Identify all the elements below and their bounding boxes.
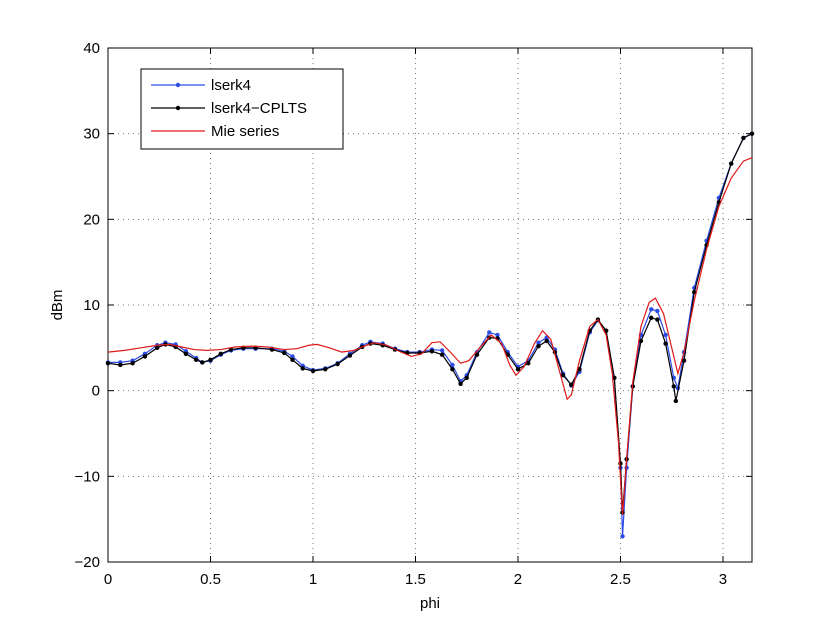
data-point bbox=[741, 135, 746, 141]
x-tick-label: 0 bbox=[104, 571, 112, 588]
data-point bbox=[200, 360, 205, 365]
data-point bbox=[671, 384, 676, 389]
data-point bbox=[282, 350, 287, 356]
data-point bbox=[663, 341, 668, 346]
x-tick-label: 2.5 bbox=[610, 571, 631, 588]
data-point bbox=[649, 307, 654, 312]
data-point bbox=[655, 317, 660, 322]
y-tick-label: −20 bbox=[75, 554, 100, 571]
data-point bbox=[515, 367, 521, 372]
x-tick-label: 0.5 bbox=[200, 571, 221, 588]
y-tick-label: 10 bbox=[83, 297, 100, 314]
legend-marker bbox=[175, 82, 181, 88]
data-point bbox=[183, 351, 189, 357]
axis-ticks: 0 0.5 1 1.5 2 2.5 3 −20 −10 0 10 20 30 40 bbox=[75, 40, 752, 588]
y-tick-label: 20 bbox=[83, 211, 100, 228]
data-point bbox=[300, 366, 305, 371]
data-point bbox=[569, 382, 574, 387]
series-line bbox=[107, 133, 753, 513]
data-point bbox=[536, 340, 541, 345]
series-lserk4 bbox=[105, 131, 755, 539]
data-point bbox=[450, 362, 455, 368]
data-point bbox=[577, 367, 582, 372]
data-point bbox=[142, 354, 148, 359]
data-point bbox=[536, 343, 541, 349]
y-tick-label: −10 bbox=[75, 468, 100, 485]
data-point bbox=[526, 361, 531, 366]
x-axis-label: phi bbox=[420, 595, 440, 612]
data-point bbox=[458, 381, 463, 387]
legend-label: Mie series bbox=[211, 123, 279, 140]
data-point bbox=[655, 308, 660, 314]
y-tick-label: 40 bbox=[83, 40, 100, 57]
data-point bbox=[638, 338, 644, 344]
series-line bbox=[107, 157, 753, 515]
series-line bbox=[108, 133, 753, 537]
data-point bbox=[218, 351, 223, 357]
series-mie-series bbox=[107, 157, 753, 515]
y-tick-label: 30 bbox=[83, 126, 100, 143]
data-point bbox=[310, 368, 316, 374]
data-point bbox=[269, 347, 275, 352]
legend-label: lserk4 bbox=[211, 77, 251, 94]
legend-box bbox=[140, 68, 344, 150]
data-point bbox=[290, 357, 295, 363]
data-point bbox=[495, 332, 500, 338]
data-point bbox=[620, 534, 625, 539]
data-point bbox=[692, 289, 697, 295]
y-axis-label: dBm bbox=[49, 290, 66, 321]
data-point bbox=[439, 348, 445, 353]
data-point bbox=[155, 345, 160, 351]
data-point bbox=[130, 361, 135, 366]
legend-marker bbox=[175, 105, 181, 111]
data-point bbox=[439, 352, 445, 357]
x-tick-label: 1 bbox=[309, 571, 317, 588]
data-point bbox=[208, 357, 213, 363]
data-point bbox=[193, 357, 199, 363]
legend: lserk4 lserk4−CPLTS Mie series bbox=[140, 68, 344, 150]
data-point bbox=[474, 352, 480, 357]
data-point bbox=[749, 131, 755, 136]
data-point bbox=[335, 361, 340, 367]
data-point bbox=[290, 354, 295, 359]
legend-label: lserk4−CPLTS bbox=[211, 100, 307, 117]
data-point bbox=[649, 315, 654, 321]
y-tick-label: 0 bbox=[92, 383, 100, 400]
data-point bbox=[663, 332, 668, 338]
series-lines bbox=[105, 131, 755, 539]
data-point bbox=[681, 358, 687, 363]
series-lserk4-cplts bbox=[105, 131, 755, 515]
data-point bbox=[429, 349, 435, 354]
data-point bbox=[673, 398, 679, 404]
data-point bbox=[560, 373, 566, 378]
data-point bbox=[618, 461, 623, 466]
data-point bbox=[544, 338, 549, 344]
data-point bbox=[105, 361, 111, 366]
x-tick-label: 2 bbox=[514, 571, 522, 588]
data-point bbox=[728, 161, 734, 166]
data-point bbox=[450, 367, 455, 372]
data-point bbox=[464, 375, 469, 381]
x-tick-label: 1.5 bbox=[405, 571, 426, 588]
data-point bbox=[118, 362, 123, 368]
x-tick-label: 3 bbox=[719, 571, 727, 588]
data-point bbox=[487, 330, 492, 335]
data-point bbox=[347, 353, 353, 358]
data-point bbox=[323, 367, 328, 372]
